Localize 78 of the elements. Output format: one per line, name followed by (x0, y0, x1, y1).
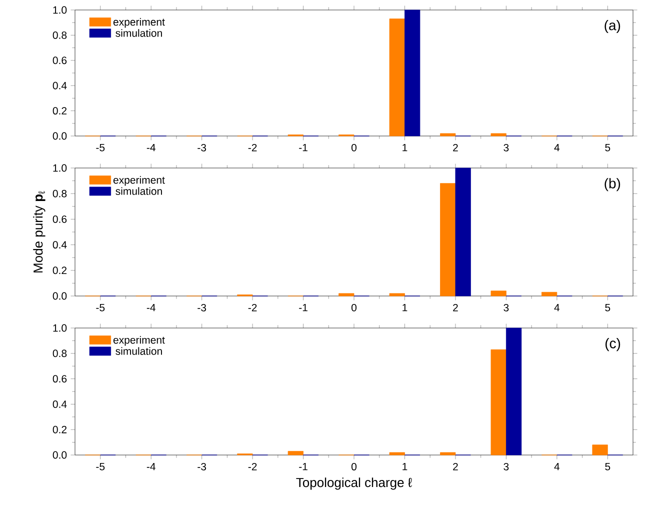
bar (455, 168, 471, 296)
x-tick-label: 0 (351, 144, 357, 152)
y-tick-label: 0.2 (52, 266, 67, 274)
x-tick-label: 1 (402, 304, 408, 312)
y-tick-label: 0.0 (52, 132, 67, 140)
legend-label: simulation (116, 187, 162, 195)
x-tick-label: 3 (504, 304, 509, 312)
x-tick-label: 1 (402, 144, 408, 152)
x-tick-label: 4 (554, 304, 560, 312)
y-tick-label: 0.6 (52, 215, 67, 223)
bar (440, 452, 456, 456)
x-tick-label: -3 (198, 144, 206, 152)
x-tick-label: -2 (248, 144, 257, 152)
x-tick-label: 4 (554, 462, 560, 470)
bar (389, 18, 405, 136)
x-tick-label: 2 (453, 304, 458, 312)
x-axis-title: Topological charge ℓ (296, 478, 412, 490)
y-tick-label: 0.4 (52, 82, 67, 90)
bar (404, 10, 420, 136)
y-tick-label: 0.8 (52, 350, 67, 358)
y-tick-label: 1.0 (53, 6, 67, 14)
x-tick-label: -5 (96, 144, 105, 152)
bar (389, 452, 405, 456)
bar (288, 450, 304, 456)
x-tick-label: -4 (146, 304, 156, 312)
x-tick-label: 5 (605, 144, 610, 152)
annotation: (a) (604, 20, 620, 34)
y-tick-label: 0.0 (52, 292, 67, 300)
x-tick-label: 3 (504, 144, 509, 152)
x-tick-label: 0 (351, 304, 357, 312)
y-tick-label: 0.2 (52, 426, 67, 434)
bar (490, 290, 506, 296)
x-tick-label: 0 (351, 462, 357, 470)
y-tick-label: 0.8 (52, 190, 67, 198)
y-tick-label: 0.4 (52, 241, 67, 249)
annotation: (c) (605, 338, 620, 352)
y-tick-label: 1.0 (53, 164, 67, 172)
annotation: (b) (604, 178, 620, 192)
x-tick-label: 2 (453, 462, 458, 470)
legend-label: experiment (113, 18, 165, 28)
x-tick-label: -4 (146, 144, 156, 152)
bar (490, 349, 506, 456)
x-tick-label: -5 (96, 462, 105, 470)
x-tick-label: 5 (605, 304, 610, 312)
y-tick-label: 0.6 (52, 56, 67, 64)
bar (541, 292, 558, 296)
bar (338, 293, 354, 296)
x-tick-label: -3 (198, 304, 206, 312)
legend-label: experiment (113, 336, 165, 346)
x-tick-label: 3 (504, 462, 509, 470)
y-tick-label: 0.8 (52, 31, 67, 39)
x-tick-label: -3 (198, 462, 206, 470)
bar (440, 183, 456, 296)
bar (440, 133, 456, 136)
y-tick-label: 0.4 (52, 400, 67, 408)
legend-label: simulation (116, 29, 162, 37)
x-tick-label: -1 (299, 144, 308, 152)
y-tick-label: 0.2 (52, 107, 67, 115)
legend-label: simulation (116, 347, 162, 355)
legend-label: experiment (113, 176, 165, 186)
x-tick-label: 4 (554, 144, 560, 152)
y-tick-label: 0.6 (52, 375, 67, 383)
x-tick-label: 2 (453, 144, 458, 152)
x-tick-label: -5 (96, 304, 105, 312)
x-tick-label: -1 (299, 304, 308, 312)
y-axis-title: Mode purity p$_{ℓ}$ (33, 191, 46, 272)
x-tick-label: -1 (299, 462, 308, 470)
x-tick-label: 1 (402, 462, 408, 470)
bar (389, 293, 405, 296)
bar (506, 328, 522, 456)
x-tick-label: -2 (248, 462, 257, 470)
bar (490, 133, 506, 136)
x-tick-label: -4 (146, 462, 156, 470)
bar (592, 444, 608, 456)
y-tick-label: 1.0 (53, 324, 67, 332)
x-tick-label: 5 (605, 462, 610, 470)
y-tick-label: 0.0 (52, 451, 67, 459)
x-tick-label: -2 (248, 304, 257, 312)
